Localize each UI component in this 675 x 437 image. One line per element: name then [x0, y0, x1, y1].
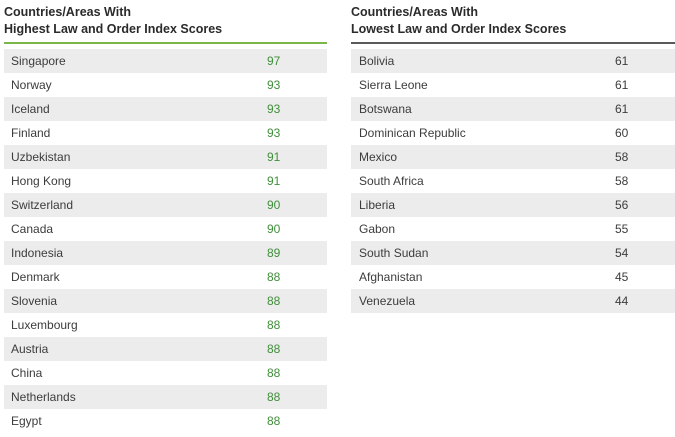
- lowest-scores-panel: Countries/Areas With Lowest Law and Orde…: [351, 0, 675, 313]
- highest-title-rule: [4, 42, 327, 44]
- table-row: Singapore 97: [4, 49, 327, 73]
- lowest-title-rule: [351, 42, 675, 44]
- table-row: Denmark 88: [4, 265, 327, 289]
- country-name: Mexico: [359, 150, 398, 164]
- lowest-title-line2: Lowest Law and Order Index Scores: [351, 22, 567, 36]
- index-score: 61: [615, 102, 629, 116]
- index-score: 88: [267, 294, 281, 308]
- country-name: Botswana: [359, 102, 412, 116]
- table-row: Luxembourg 88: [4, 313, 327, 337]
- highest-scores-panel: Countries/Areas With Highest Law and Ord…: [4, 0, 327, 433]
- country-name: Denmark: [11, 270, 60, 284]
- table-row: South Sudan 54: [351, 241, 675, 265]
- index-score: 89: [267, 246, 281, 260]
- table-row: Gabon 55: [351, 217, 675, 241]
- index-score: 56: [615, 198, 629, 212]
- index-score: 93: [267, 78, 281, 92]
- index-score: 58: [615, 174, 629, 188]
- index-score: 88: [267, 270, 281, 284]
- index-score: 88: [267, 318, 281, 332]
- table-row: Slovenia 88: [4, 289, 327, 313]
- table-row: Afghanistan 45: [351, 265, 675, 289]
- index-score: 90: [267, 198, 281, 212]
- country-name: Egypt: [11, 414, 42, 428]
- table-row: China 88: [4, 361, 327, 385]
- index-score: 58: [615, 150, 629, 164]
- country-name: Sierra Leone: [359, 78, 428, 92]
- table-row: Canada 90: [4, 217, 327, 241]
- country-name: Uzbekistan: [11, 150, 71, 164]
- highest-title-line1: Countries/Areas With: [4, 5, 131, 19]
- table-row: Iceland 93: [4, 97, 327, 121]
- table-row: Bolivia 61: [351, 49, 675, 73]
- lowest-scores-table: Bolivia 61 Sierra Leone 61 Botswana 61 Dominic…: [351, 49, 675, 313]
- index-score: 88: [267, 342, 281, 356]
- table-row: Dominican Republic 60: [351, 121, 675, 145]
- table-row: Botswana 61: [351, 97, 675, 121]
- index-score: 88: [267, 414, 281, 428]
- index-score: 54: [615, 246, 629, 260]
- country-name: China: [11, 366, 43, 380]
- index-score: 97: [267, 54, 281, 68]
- country-name: Dominican Republic: [359, 126, 466, 140]
- index-score: 61: [615, 78, 629, 92]
- table-row: Indonesia 89: [4, 241, 327, 265]
- country-name: Liberia: [359, 198, 396, 212]
- index-score: 88: [267, 366, 281, 380]
- table-row: South Africa 58: [351, 169, 675, 193]
- country-name: South Africa: [359, 174, 424, 188]
- country-name: Slovenia: [11, 294, 58, 308]
- lowest-scores-title: Countries/Areas With Lowest Law and Orde…: [351, 0, 675, 36]
- index-score: 88: [267, 390, 281, 404]
- table-row: Austria 88: [4, 337, 327, 361]
- highest-scores-title: Countries/Areas With Highest Law and Ord…: [4, 0, 327, 36]
- index-score: 91: [267, 174, 281, 188]
- country-name: Norway: [11, 78, 52, 92]
- index-score: 55: [615, 222, 629, 236]
- table-row: Hong Kong 91: [4, 169, 327, 193]
- country-name: Finland: [11, 126, 51, 140]
- table-row: Uzbekistan 91: [4, 145, 327, 169]
- country-name: Canada: [11, 222, 54, 236]
- lowest-title-line1: Countries/Areas With: [351, 5, 478, 19]
- table-row: Switzerland 90: [4, 193, 327, 217]
- country-name: South Sudan: [359, 246, 429, 260]
- country-name: Switzerland: [11, 198, 74, 212]
- country-name: Indonesia: [11, 246, 64, 260]
- country-name: Bolivia: [359, 54, 395, 68]
- index-score: 90: [267, 222, 281, 236]
- index-score: 91: [267, 150, 281, 164]
- country-name: Afghanistan: [359, 270, 423, 284]
- highest-scores-table: Singapore 97 Norway 93 Iceland 93 Finland 93 Uzb…: [4, 49, 327, 433]
- country-name: Iceland: [11, 102, 50, 116]
- table-row: Netherlands 88: [4, 385, 327, 409]
- country-name: Luxembourg: [11, 318, 78, 332]
- country-name: Gabon: [359, 222, 396, 236]
- index-score: 60: [615, 126, 629, 140]
- index-score: 93: [267, 102, 281, 116]
- table-row: Mexico 58: [351, 145, 675, 169]
- table-row: Egypt 88: [4, 409, 327, 433]
- index-score: 44: [615, 294, 629, 308]
- highest-title-line2: Highest Law and Order Index Scores: [4, 22, 223, 36]
- country-name: Venezuela: [359, 294, 416, 308]
- country-name: Netherlands: [11, 390, 76, 404]
- index-score: 93: [267, 126, 281, 140]
- table-row: Sierra Leone 61: [351, 73, 675, 97]
- index-score: 61: [615, 54, 629, 68]
- table-row: Norway 93: [4, 73, 327, 97]
- table-row: Venezuela 44: [351, 289, 675, 313]
- table-row: Finland 93: [4, 121, 327, 145]
- country-name: Singapore: [11, 54, 66, 68]
- table-row: Liberia 56: [351, 193, 675, 217]
- country-name: Hong Kong: [11, 174, 72, 188]
- country-name: Austria: [11, 342, 49, 356]
- index-score: 45: [615, 270, 629, 284]
